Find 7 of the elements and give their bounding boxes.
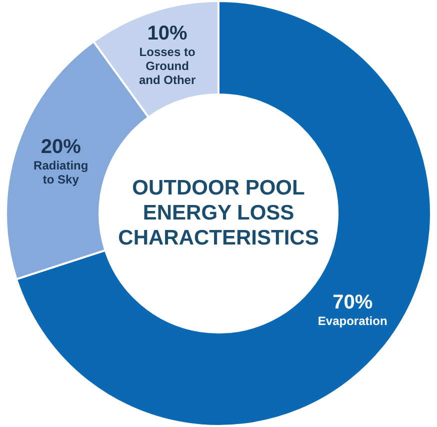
data-label: 70% — [332, 291, 373, 314]
slice-label: Evaporation — [318, 314, 388, 328]
data-label: 10% — [147, 22, 188, 44]
slice-label: Radiating to Sky — [34, 158, 88, 187]
data-label: 20% — [40, 136, 82, 158]
slice-label: Losses to Ground and Other — [138, 45, 196, 88]
text: OUTDOOR POOL ENERGY LOSS CHARACTERISTICS — [118, 176, 319, 250]
